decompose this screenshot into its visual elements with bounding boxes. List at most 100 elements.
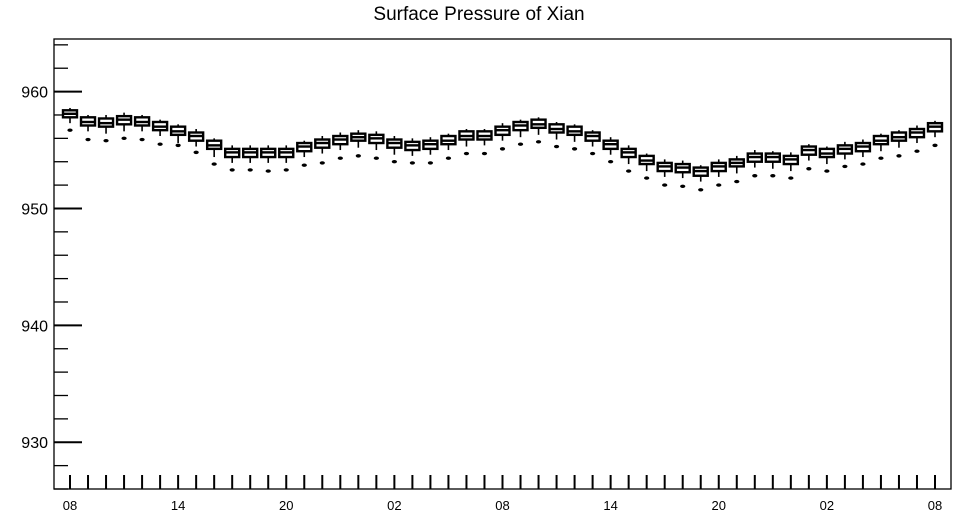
box-outlier — [896, 154, 902, 158]
box-outlier — [860, 162, 866, 166]
box-outlier — [680, 184, 686, 188]
box — [151, 119, 169, 146]
box — [133, 114, 151, 142]
box — [548, 121, 565, 149]
box — [800, 144, 818, 171]
box — [440, 133, 457, 160]
chart-title: Surface Pressure of Xian — [373, 4, 585, 25]
box-outlier — [535, 140, 542, 144]
box-outlier — [67, 128, 73, 132]
box — [350, 130, 367, 158]
x-tick-label: 02 — [820, 498, 834, 513]
box — [908, 125, 926, 153]
box-outlier — [608, 160, 614, 164]
box — [115, 112, 133, 141]
box — [782, 152, 800, 180]
box-outlier — [391, 160, 397, 164]
x-tick-label: 08 — [928, 498, 942, 513]
y-tick-label: 940 — [21, 318, 48, 335]
box — [61, 107, 79, 132]
box-outlier — [373, 156, 379, 160]
box-outlier — [121, 136, 127, 141]
x-tick-label: 02 — [387, 498, 401, 513]
box — [584, 130, 601, 156]
box — [386, 136, 403, 164]
box — [97, 114, 115, 143]
box — [890, 130, 908, 158]
y-axis: 930 940 950 960 — [21, 44, 82, 490]
box — [278, 145, 295, 172]
box-outlier — [157, 142, 163, 146]
box-outlier — [427, 161, 434, 165]
box — [169, 124, 187, 148]
box — [223, 145, 241, 172]
box — [872, 133, 890, 160]
box-outlier — [571, 147, 578, 151]
box — [332, 132, 349, 160]
box — [602, 137, 619, 164]
box-outlier — [932, 143, 938, 148]
box-outlier — [481, 151, 488, 156]
x-axis: 08 14 20 02 08 14 20 02 08 — [63, 475, 942, 513]
x-tick-label: 08 — [63, 498, 77, 513]
box — [818, 146, 836, 173]
box — [296, 140, 313, 167]
box — [710, 159, 727, 187]
box-outlier — [499, 147, 506, 151]
box-outlier — [463, 151, 470, 156]
box-outlier — [806, 167, 812, 171]
box — [692, 165, 709, 192]
box — [926, 120, 944, 148]
box-outlier — [193, 150, 199, 155]
box-outlier — [355, 154, 361, 158]
box — [530, 117, 547, 144]
box — [476, 129, 493, 156]
box-outlier — [752, 174, 758, 178]
box-outlier — [698, 188, 704, 192]
box-outlier — [517, 142, 524, 146]
box — [764, 151, 782, 178]
box — [746, 150, 763, 178]
box — [836, 141, 854, 169]
box-outlier — [85, 137, 91, 142]
box-outlier — [409, 161, 415, 165]
box — [422, 137, 439, 165]
box-outlier — [553, 144, 560, 149]
box-outlier — [662, 183, 668, 187]
box-outlier — [247, 168, 253, 172]
box-outlier — [211, 162, 217, 166]
box-outlier — [644, 176, 650, 180]
x-tick-label: 14 — [603, 498, 617, 513]
box-outlier — [626, 169, 632, 173]
box — [674, 160, 691, 188]
box — [566, 124, 583, 151]
box-outlier — [139, 137, 145, 142]
box — [314, 136, 331, 165]
box — [458, 129, 475, 156]
box — [494, 123, 511, 151]
x-tick-label: 14 — [171, 498, 185, 513]
box — [728, 155, 745, 184]
box-outlier — [842, 164, 848, 169]
box-outlier — [175, 143, 181, 148]
box — [638, 153, 655, 180]
box-outlier — [788, 176, 794, 180]
x-tick-label: 20 — [279, 498, 293, 513]
box — [187, 129, 205, 155]
box-outlier — [265, 169, 271, 173]
box-series — [61, 107, 944, 192]
box-outlier — [229, 168, 235, 172]
box — [854, 139, 872, 166]
box — [368, 131, 385, 160]
box-outlier — [319, 161, 325, 165]
box-outlier — [445, 156, 452, 160]
box — [404, 138, 421, 165]
box — [242, 145, 259, 172]
box-outlier — [103, 138, 109, 143]
box-outlier — [878, 156, 884, 160]
box-outlier — [734, 179, 740, 184]
box — [620, 145, 637, 173]
box — [656, 159, 673, 187]
box-outlier — [824, 169, 830, 173]
